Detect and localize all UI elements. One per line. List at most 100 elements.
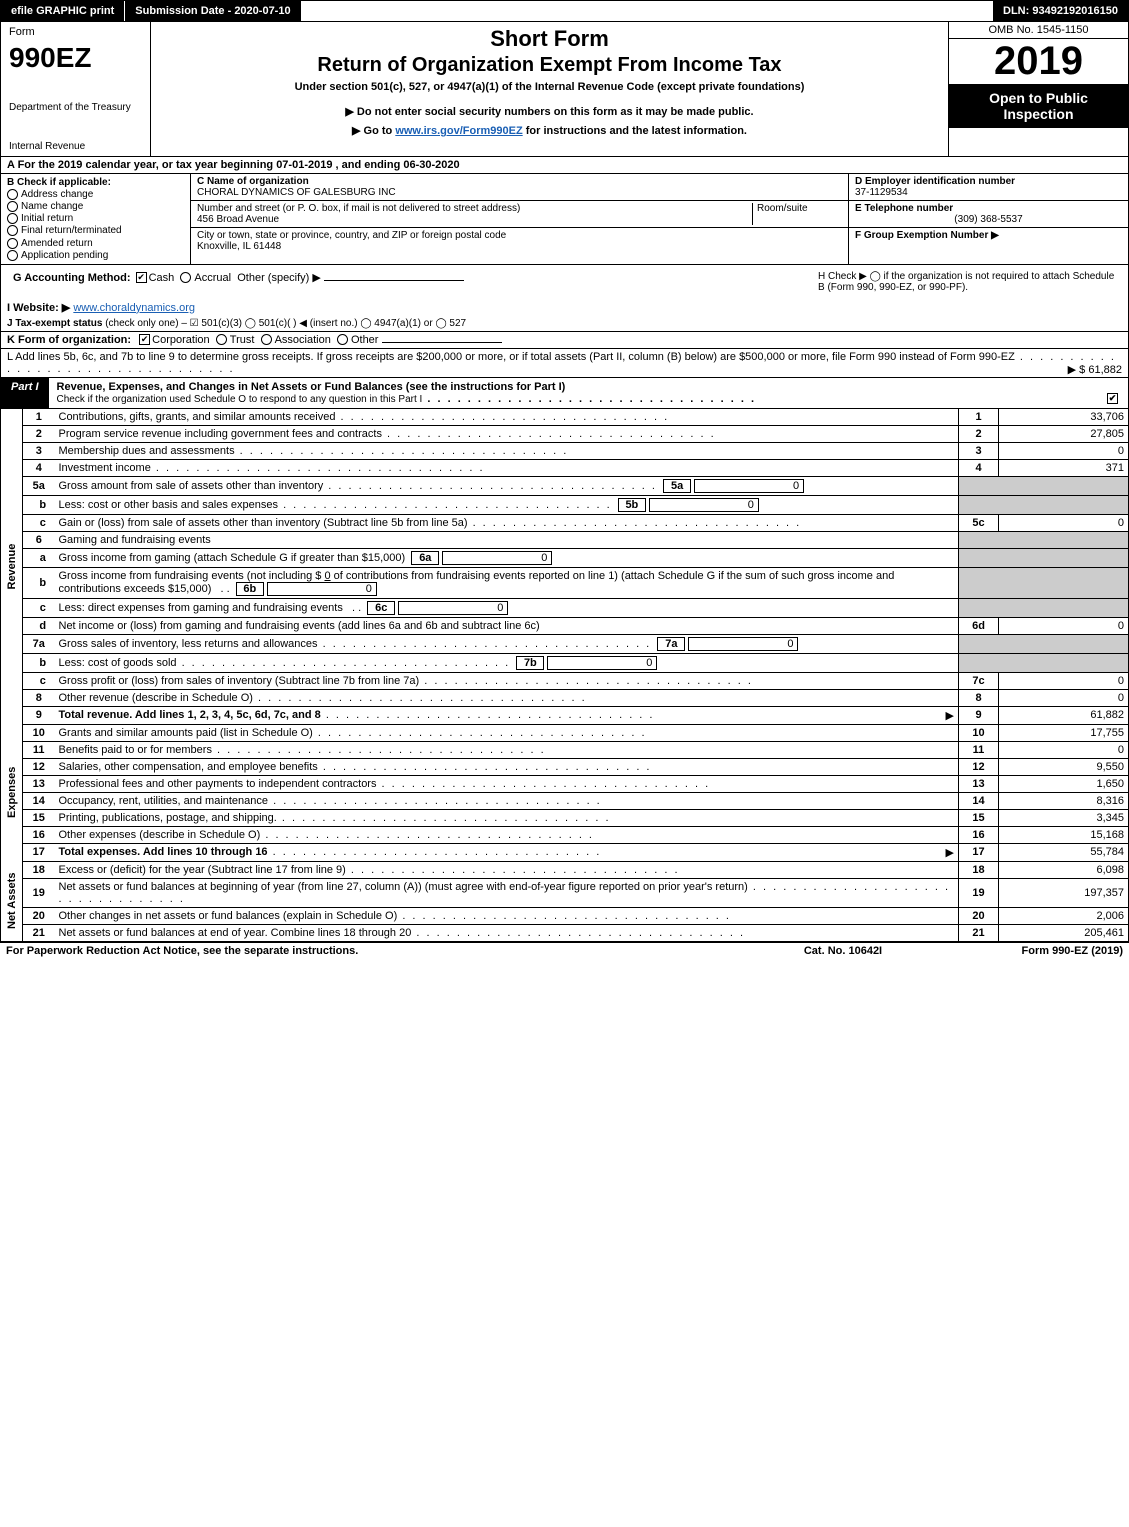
lbl-name-change: Name change	[21, 201, 83, 212]
under-section: Under section 501(c), 527, or 4947(a)(1)…	[159, 81, 940, 93]
line-15: 15 Printing, publications, postage, and …	[1, 809, 1129, 826]
chk-address-change[interactable]	[7, 189, 18, 200]
chk-trust[interactable]	[216, 334, 227, 345]
part-1-tab: Part I	[1, 378, 49, 408]
short-form-title: Short Form	[159, 26, 940, 52]
line-10: Expenses 10 Grants and similar amounts p…	[1, 724, 1129, 741]
box-14: 14	[959, 792, 999, 809]
part-1-title-text: Revenue, Expenses, and Changes in Net As…	[57, 381, 566, 393]
amt-16: 15,168	[999, 826, 1129, 843]
row-k-form-of-org: K Form of organization: Corporation Trus…	[0, 332, 1129, 349]
ln-18: 18	[23, 861, 55, 878]
h-text: H Check ▶ ◯ if the organization is not r…	[812, 267, 1122, 297]
ln-5c: c	[23, 514, 55, 531]
box-13: 13	[959, 775, 999, 792]
ln-15: 15	[23, 809, 55, 826]
box-19: 19	[959, 878, 999, 907]
ln-16: 16	[23, 826, 55, 843]
line-5a: 5a Gross amount from sale of assets othe…	[1, 476, 1129, 495]
ssn-notice: ▶ Do not enter social security numbers o…	[159, 105, 940, 118]
ln-17: 17	[23, 843, 55, 861]
desc-6a: Gross income from gaming (attach Schedul…	[59, 552, 406, 564]
other-specify-input[interactable]	[324, 280, 464, 281]
line-6c: c Less: direct expenses from gaming and …	[1, 598, 1129, 617]
chk-amended-return[interactable]	[7, 238, 18, 249]
row-i-website: I Website: ▶ www.choraldynamics.org	[0, 299, 1129, 316]
desc-3: Membership dues and assessments	[59, 445, 569, 457]
chk-final-return[interactable]	[7, 225, 18, 236]
amt-12: 9,550	[999, 758, 1129, 775]
efile-print-button[interactable]: efile GRAPHIC print	[1, 1, 125, 21]
l-text: L Add lines 5b, 6c, and 7b to line 9 to …	[7, 351, 1015, 363]
box-7c: 7c	[959, 672, 999, 689]
line-1: Revenue 1 Contributions, gifts, grants, …	[1, 409, 1129, 426]
box-8: 8	[959, 689, 999, 706]
line-7c: c Gross profit or (loss) from sales of i…	[1, 672, 1129, 689]
part-1-header: Part I Revenue, Expenses, and Changes in…	[0, 378, 1129, 409]
other-org-input[interactable]	[382, 342, 502, 343]
desc-20: Other changes in net assets or fund bala…	[59, 910, 731, 922]
amt-17: 55,784	[999, 843, 1129, 861]
irs-link[interactable]: www.irs.gov/Form990EZ	[395, 125, 522, 137]
desc-6: Gaming and fundraising events	[59, 534, 211, 546]
desc-14: Occupancy, rent, utilities, and maintena…	[59, 795, 602, 807]
ln-3: 3	[23, 442, 55, 459]
chk-cash[interactable]	[136, 272, 147, 283]
line-6d: d Net income or (loss) from gaming and f…	[1, 617, 1129, 634]
ln-11: 11	[23, 741, 55, 758]
line-6b: b Gross income from fundraising events (…	[1, 567, 1129, 598]
chk-application-pending[interactable]	[7, 250, 18, 261]
chk-name-change[interactable]	[7, 201, 18, 212]
c-city-label: City or town, state or province, country…	[197, 230, 842, 241]
line-17: 17 Total expenses. Add lines 10 through …	[1, 843, 1129, 861]
j-rest: (check only one) – ☑ 501(c)(3) ◯ 501(c)(…	[105, 318, 466, 329]
desc-13: Professional fees and other payments to …	[59, 778, 711, 790]
desc-17: Total expenses. Add lines 10 through 16	[59, 846, 268, 858]
goto-notice: ▶ Go to www.irs.gov/Form990EZ for instru…	[159, 124, 940, 137]
ln-1: 1	[23, 409, 55, 426]
amt-5c: 0	[999, 514, 1129, 531]
website-link[interactable]: www.choraldynamics.org	[73, 302, 195, 314]
line-4: 4 Investment income 4 371	[1, 459, 1129, 476]
line-8: 8 Other revenue (describe in Schedule O)…	[1, 689, 1129, 706]
desc-19: Net assets or fund balances at beginning…	[59, 881, 951, 905]
desc-4: Investment income	[59, 462, 485, 474]
amt-15: 3,345	[999, 809, 1129, 826]
chk-association[interactable]	[261, 334, 272, 345]
amt-20: 2,006	[999, 907, 1129, 924]
line-18: Net Assets 18 Excess or (deficit) for th…	[1, 861, 1129, 878]
lbl-association: Association	[275, 334, 331, 346]
amt-7c: 0	[999, 672, 1129, 689]
line-5c: c Gain or (loss) from sale of assets oth…	[1, 514, 1129, 531]
ln-9: 9	[23, 706, 55, 724]
chk-other-org[interactable]	[337, 334, 348, 345]
chk-corporation[interactable]	[139, 334, 150, 345]
ln-5b: b	[23, 495, 55, 514]
desc-11: Benefits paid to or for members	[59, 744, 546, 756]
line-2: 2 Program service revenue including gove…	[1, 425, 1129, 442]
shade-6b	[959, 567, 1129, 598]
tax-year: 2019	[949, 39, 1128, 84]
mini-ln-7b: 7b	[516, 656, 544, 670]
ln-13: 13	[23, 775, 55, 792]
desc-5a: Gross amount from sale of assets other t…	[59, 480, 657, 492]
line-11: 11 Benefits paid to or for members 11 0	[1, 741, 1129, 758]
lbl-application-pending: Application pending	[21, 250, 108, 261]
desc-15: Printing, publications, postage, and shi…	[59, 812, 611, 824]
d-ein-label: D Employer identification number	[855, 176, 1015, 187]
chk-accrual[interactable]	[180, 272, 191, 283]
dln-label: DLN: 93492192016150	[993, 1, 1128, 21]
ln-6a: a	[23, 548, 55, 567]
chk-schedule-o-part1[interactable]	[1107, 393, 1118, 404]
chk-initial-return[interactable]	[7, 213, 18, 224]
d-ein-value: 37-1129534	[855, 187, 908, 198]
mini-ln-7a: 7a	[657, 637, 685, 651]
line-16: 16 Other expenses (describe in Schedule …	[1, 826, 1129, 843]
footer-formno: Form 990-EZ (2019)	[943, 945, 1123, 957]
expenses-side-label: Expenses	[1, 724, 23, 861]
l-amount: ▶ $ 61,882	[1068, 363, 1122, 376]
dept-treasury-2: Internal Revenue	[9, 141, 142, 152]
box-18: 18	[959, 861, 999, 878]
netassets-side-label: Net Assets	[1, 861, 23, 941]
amt-4: 371	[999, 459, 1129, 476]
